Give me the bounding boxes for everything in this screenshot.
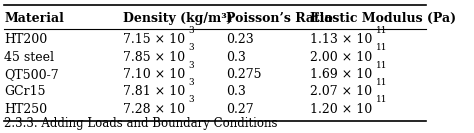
Text: 3: 3 [188, 43, 194, 52]
Text: 2.00 × 10: 2.00 × 10 [310, 51, 373, 64]
Text: 11: 11 [375, 95, 387, 104]
Text: 3: 3 [188, 61, 194, 70]
Text: 1.13 × 10: 1.13 × 10 [310, 33, 373, 46]
Text: 2.07 × 10: 2.07 × 10 [310, 85, 372, 98]
Text: GCr15: GCr15 [4, 85, 46, 98]
Text: 11: 11 [375, 61, 387, 70]
Text: Elastic Modulus (Pa): Elastic Modulus (Pa) [310, 12, 456, 25]
Text: 0.3: 0.3 [226, 51, 246, 64]
Text: 1.20 × 10: 1.20 × 10 [310, 103, 373, 116]
Text: 7.28 × 10: 7.28 × 10 [123, 103, 185, 116]
Text: 3: 3 [188, 26, 194, 35]
Text: 7.85 × 10: 7.85 × 10 [123, 51, 185, 64]
Text: 45 steel: 45 steel [4, 51, 55, 64]
Text: 0.23: 0.23 [226, 33, 254, 46]
Text: HT200: HT200 [4, 33, 47, 46]
Text: 0.27: 0.27 [226, 103, 254, 116]
Text: QT500-7: QT500-7 [4, 68, 59, 81]
Text: 1.69 × 10: 1.69 × 10 [310, 68, 373, 81]
Text: 2.3.3. Adding Loads and Boundary Conditions: 2.3.3. Adding Loads and Boundary Conditi… [4, 117, 278, 130]
Text: 3: 3 [188, 78, 194, 87]
Text: Poisson’s Ratio: Poisson’s Ratio [226, 12, 333, 25]
Text: 3: 3 [188, 95, 194, 104]
Text: HT250: HT250 [4, 103, 47, 116]
Text: 7.15 × 10: 7.15 × 10 [123, 33, 185, 46]
Text: Density (kg/m³): Density (kg/m³) [123, 12, 233, 25]
Text: 11: 11 [375, 78, 387, 87]
Text: 7.10 × 10: 7.10 × 10 [123, 68, 185, 81]
Text: 7.81 × 10: 7.81 × 10 [123, 85, 185, 98]
Text: 0.275: 0.275 [226, 68, 262, 81]
Text: 11: 11 [375, 43, 387, 52]
Text: 0.3: 0.3 [226, 85, 246, 98]
Text: Material: Material [4, 12, 64, 25]
Text: 11: 11 [375, 26, 387, 35]
